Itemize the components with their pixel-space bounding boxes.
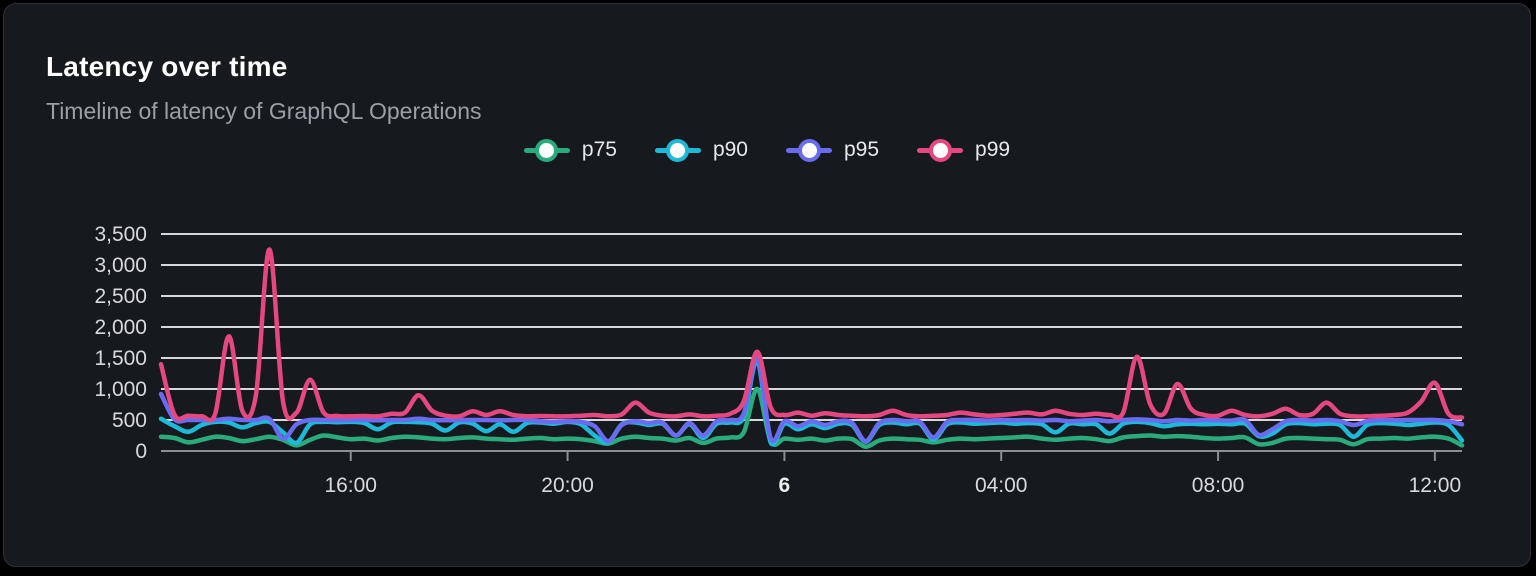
x-tick-label: 6: [779, 474, 791, 497]
x-tick-label: 12:00: [1409, 474, 1462, 497]
legend-item-p99[interactable]: p99: [917, 137, 1010, 163]
p75-line-dot-marker-icon: [523, 137, 570, 163]
x-tick-label: 20:00: [541, 474, 594, 497]
legend-item-p75[interactable]: p75: [523, 137, 617, 163]
series-p90-line: [158, 358, 1465, 447]
p95-line-dot-marker-icon: [786, 137, 832, 163]
y-tick-label: 3,500: [94, 223, 147, 246]
legend-label: p99: [975, 138, 1011, 161]
series-p99-line: [158, 247, 1465, 423]
y-tick-label: 1,000: [94, 378, 147, 401]
p90-line-dot-marker-icon: [654, 137, 701, 163]
p99-line-dot-marker-icon: [917, 137, 964, 163]
y-tick-label: 3,000: [94, 254, 147, 277]
x-tick-label: 04:00: [975, 474, 1028, 497]
legend-item-p90[interactable]: p90: [654, 137, 748, 163]
legend-item-p95[interactable]: p95: [786, 137, 879, 163]
panel-subtitle: Timeline of latency of GraphQL Operation…: [46, 98, 482, 124]
series-p75-line: [158, 386, 1465, 449]
page-title: Latency over time: [46, 51, 288, 82]
x-tick-label: 08:00: [1192, 474, 1245, 497]
legend-label: p90: [712, 138, 748, 161]
x-tick-label: 16:00: [324, 474, 377, 497]
legend: p75 p90 p95 p99: [4, 137, 1530, 163]
latency-panel: Latency over time Timeline of latency of…: [3, 3, 1531, 567]
y-tick-label: 0: [135, 440, 147, 463]
legend-label: p75: [581, 138, 617, 161]
y-tick-label: 2,000: [94, 316, 147, 339]
y-tick-label: 500: [112, 409, 147, 432]
series-p95-line: [158, 355, 1465, 444]
y-tick-label: 1,500: [94, 347, 147, 370]
legend-label: p95: [844, 138, 880, 161]
y-tick-label: 2,500: [94, 285, 147, 308]
chart-area[interactable]: 0 500 1,000 1,500 2,000 2,500 3,000 3,500 16:00 2…: [4, 4, 1536, 576]
chart-svg[interactable]: 0 500 1,000 1,500 2,000 2,500 3,000 3,500 16:00 2…: [4, 4, 1536, 576]
